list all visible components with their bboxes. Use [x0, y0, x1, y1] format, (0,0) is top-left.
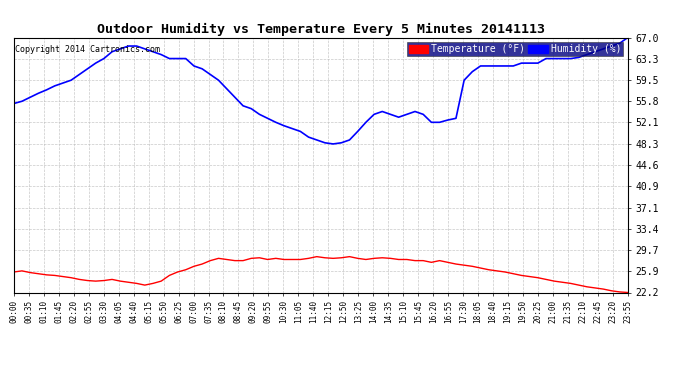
Text: Copyright 2014 Cartronics.com: Copyright 2014 Cartronics.com [15, 45, 160, 54]
Title: Outdoor Humidity vs Temperature Every 5 Minutes 20141113: Outdoor Humidity vs Temperature Every 5 … [97, 23, 545, 36]
Legend: Temperature (°F), Humidity (%): Temperature (°F), Humidity (%) [407, 42, 623, 56]
